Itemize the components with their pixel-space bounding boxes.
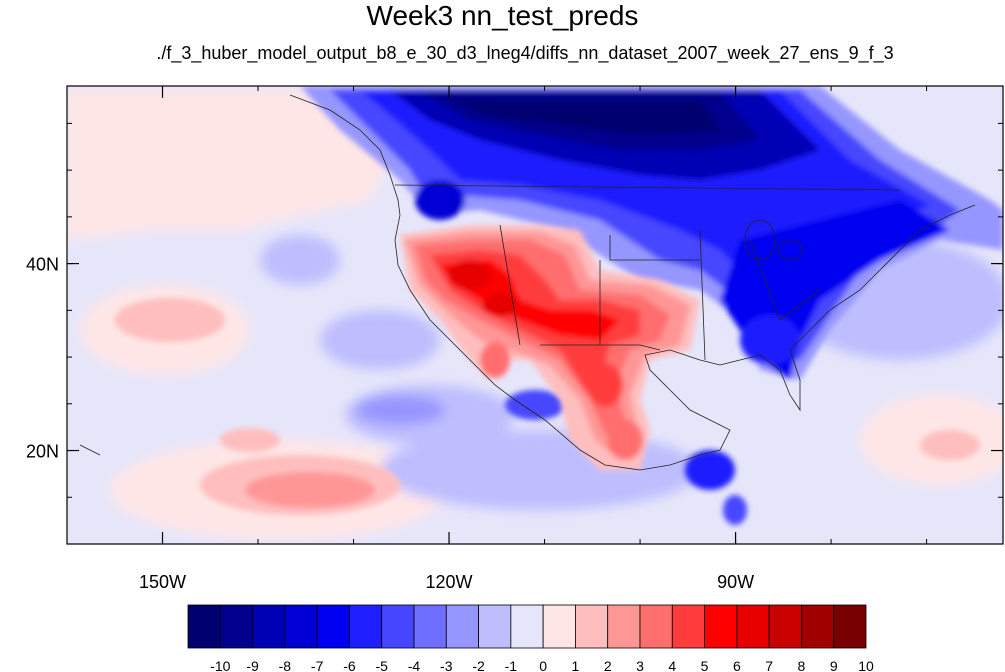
colorbar-swatch [801, 604, 835, 649]
longitude-axis: 150W 120W 90W [139, 86, 754, 592]
colorbar: -10 -9 -8 -7 -6 -5 -4 -3 -2 -1 0 1 2 3 4 5 6 7 8 9 10 [187, 604, 874, 672]
colorbar-swatch [671, 604, 705, 649]
colorbar-swatch [478, 604, 512, 649]
anomaly-field [67, 86, 1003, 544]
colorbar-swatch [187, 604, 221, 649]
colorbar-swatch [349, 604, 383, 649]
colorbar-swatch [219, 604, 253, 649]
colorbar-swatch [704, 604, 738, 649]
colorbar-swatch [252, 604, 286, 649]
map-title: Week3 nn_test_preds [366, 0, 639, 31]
colorbar-label: 9 [830, 658, 838, 672]
plot-frame [66, 85, 1004, 545]
colorbar-label: 8 [798, 658, 806, 672]
colorbar-label: 10 [858, 658, 874, 672]
colorbar-label: -8 [279, 658, 292, 672]
colorbar-swatch [575, 604, 609, 649]
colorbar-label: -6 [343, 658, 356, 672]
colorbar-swatch [607, 604, 641, 649]
colorbar-label: -4 [408, 658, 421, 672]
minor-ticks [66, 86, 1003, 544]
colorbar-label: 0 [539, 658, 547, 672]
colorbar-label: -10 [210, 658, 230, 672]
colorbar-label: 7 [765, 658, 773, 672]
colorbar-swatch [413, 604, 447, 649]
colorbar-label: 1 [572, 658, 580, 672]
colorbar-swatch [736, 604, 770, 649]
map-subtitle: ./f_3_huber_model_output_b8_e_30_d3_lneg… [156, 43, 894, 63]
colorbar-label: 2 [604, 658, 612, 672]
lat-tick-label: 40N [26, 255, 59, 275]
colorbar-label: 3 [636, 658, 644, 672]
coastlines [79, 94, 976, 471]
lon-tick-label: 120W [426, 572, 473, 592]
colorbar-swatch [445, 604, 479, 649]
colorbar-label: -9 [246, 658, 259, 672]
colorbar-label: -7 [311, 658, 324, 672]
colorbar-label: -5 [375, 658, 388, 672]
colorbar-swatch [768, 604, 802, 649]
colorbar-swatch [639, 604, 673, 649]
colorbar-swatch [316, 604, 350, 649]
lon-tick-label: 150W [139, 572, 186, 592]
colorbar-label: 5 [701, 658, 709, 672]
colorbar-label: -3 [440, 658, 453, 672]
lat-tick-label: 20N [26, 442, 59, 462]
colorbar-swatch [510, 604, 544, 649]
colorbar-swatch [381, 604, 415, 649]
colorbar-swatch [542, 604, 576, 649]
colorbar-label: -2 [472, 658, 485, 672]
colorbar-label: -1 [505, 658, 518, 672]
lon-tick-label: 90W [717, 572, 754, 592]
colorbar-label: 4 [668, 658, 676, 672]
colorbar-swatch [833, 604, 867, 649]
colorbar-swatch [284, 604, 318, 649]
colorbar-label: 6 [733, 658, 741, 672]
